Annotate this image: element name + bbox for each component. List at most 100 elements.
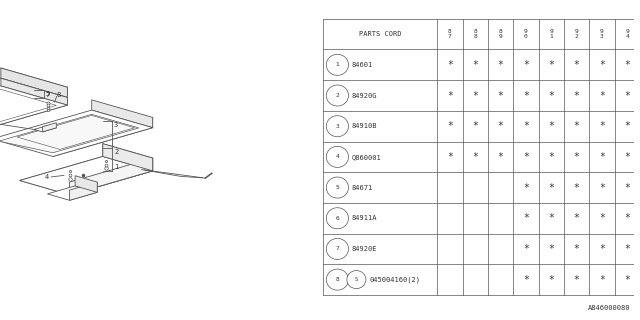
Text: *: * xyxy=(523,183,529,193)
Text: 1: 1 xyxy=(114,164,118,170)
Circle shape xyxy=(326,269,349,290)
Text: *: * xyxy=(625,213,630,223)
Text: 6: 6 xyxy=(335,216,339,221)
Text: 045004160(2): 045004160(2) xyxy=(369,276,420,283)
Text: *: * xyxy=(548,152,554,162)
Text: *: * xyxy=(599,152,605,162)
Text: *: * xyxy=(599,213,605,223)
Text: PARTS CORD: PARTS CORD xyxy=(359,31,401,37)
Text: 8
9: 8 9 xyxy=(499,29,502,39)
Text: 84911A: 84911A xyxy=(351,215,377,221)
Text: 7: 7 xyxy=(45,92,49,98)
Text: *: * xyxy=(548,244,554,254)
Polygon shape xyxy=(0,97,67,137)
Text: 9
1: 9 1 xyxy=(549,29,553,39)
Text: *: * xyxy=(548,275,554,284)
Polygon shape xyxy=(0,68,67,119)
Text: 2: 2 xyxy=(335,93,339,98)
Text: *: * xyxy=(573,183,579,193)
Text: *: * xyxy=(599,244,605,254)
Polygon shape xyxy=(103,144,153,171)
Text: *: * xyxy=(498,152,504,162)
Text: *: * xyxy=(599,91,605,100)
Text: *: * xyxy=(447,60,452,70)
Text: *: * xyxy=(447,152,452,162)
Polygon shape xyxy=(42,123,56,132)
Text: 7: 7 xyxy=(335,246,339,252)
Polygon shape xyxy=(70,182,97,200)
Polygon shape xyxy=(20,156,153,195)
Text: *: * xyxy=(498,91,504,100)
Text: 4: 4 xyxy=(335,154,339,159)
Text: *: * xyxy=(625,244,630,254)
Polygon shape xyxy=(53,117,153,156)
Text: *: * xyxy=(573,275,579,284)
Text: *: * xyxy=(472,121,478,131)
Text: 84601: 84601 xyxy=(351,62,373,68)
Text: *: * xyxy=(472,91,478,100)
Text: *: * xyxy=(625,121,630,131)
Text: *: * xyxy=(625,152,630,162)
Text: *: * xyxy=(548,91,554,100)
Circle shape xyxy=(326,54,349,76)
Text: *: * xyxy=(599,60,605,70)
Text: *: * xyxy=(498,60,504,70)
Polygon shape xyxy=(0,110,153,156)
Polygon shape xyxy=(0,78,67,129)
Text: 9
2: 9 2 xyxy=(575,29,579,39)
Polygon shape xyxy=(0,114,139,153)
Text: *: * xyxy=(625,60,630,70)
Circle shape xyxy=(326,177,349,198)
Text: 8
8: 8 8 xyxy=(474,29,477,39)
Text: *: * xyxy=(548,121,554,131)
Text: *: * xyxy=(523,121,529,131)
Text: 84910B: 84910B xyxy=(351,123,377,129)
Text: 3: 3 xyxy=(335,124,339,129)
Text: 84920G: 84920G xyxy=(351,92,377,99)
Text: 9
0: 9 0 xyxy=(524,29,528,39)
Text: 1: 1 xyxy=(335,62,339,67)
Polygon shape xyxy=(103,144,153,171)
Text: *: * xyxy=(523,152,529,162)
Text: 8
7: 8 7 xyxy=(448,29,452,39)
Polygon shape xyxy=(20,156,153,195)
Text: 8: 8 xyxy=(57,92,61,98)
Text: *: * xyxy=(599,275,605,284)
Text: *: * xyxy=(573,60,579,70)
Text: *: * xyxy=(625,91,630,100)
Text: *: * xyxy=(498,121,504,131)
Polygon shape xyxy=(34,125,56,132)
Text: *: * xyxy=(625,275,630,284)
Text: S: S xyxy=(355,277,358,282)
Polygon shape xyxy=(47,186,97,200)
Text: 2: 2 xyxy=(114,149,118,155)
Text: *: * xyxy=(523,213,529,223)
Text: *: * xyxy=(625,183,630,193)
Polygon shape xyxy=(92,100,153,128)
Circle shape xyxy=(326,208,349,229)
Polygon shape xyxy=(70,158,153,195)
Circle shape xyxy=(326,238,349,260)
Text: *: * xyxy=(523,244,529,254)
Text: A846000080: A846000080 xyxy=(588,305,630,311)
Polygon shape xyxy=(1,78,67,105)
Circle shape xyxy=(347,271,366,289)
Text: 5: 5 xyxy=(45,91,49,97)
Text: 4: 4 xyxy=(45,173,49,180)
Text: 9
3: 9 3 xyxy=(600,29,604,39)
Text: 8: 8 xyxy=(335,277,339,282)
Text: *: * xyxy=(573,91,579,100)
Circle shape xyxy=(326,85,349,106)
Text: *: * xyxy=(523,60,529,70)
Circle shape xyxy=(326,116,349,137)
Text: 84920E: 84920E xyxy=(351,246,377,252)
Circle shape xyxy=(326,146,349,167)
Text: *: * xyxy=(599,121,605,131)
Text: *: * xyxy=(523,275,529,284)
Text: 84671: 84671 xyxy=(351,185,373,191)
Text: *: * xyxy=(447,121,452,131)
Text: Q860001: Q860001 xyxy=(351,154,381,160)
Text: *: * xyxy=(599,183,605,193)
Polygon shape xyxy=(0,86,67,137)
Text: *: * xyxy=(523,91,529,100)
